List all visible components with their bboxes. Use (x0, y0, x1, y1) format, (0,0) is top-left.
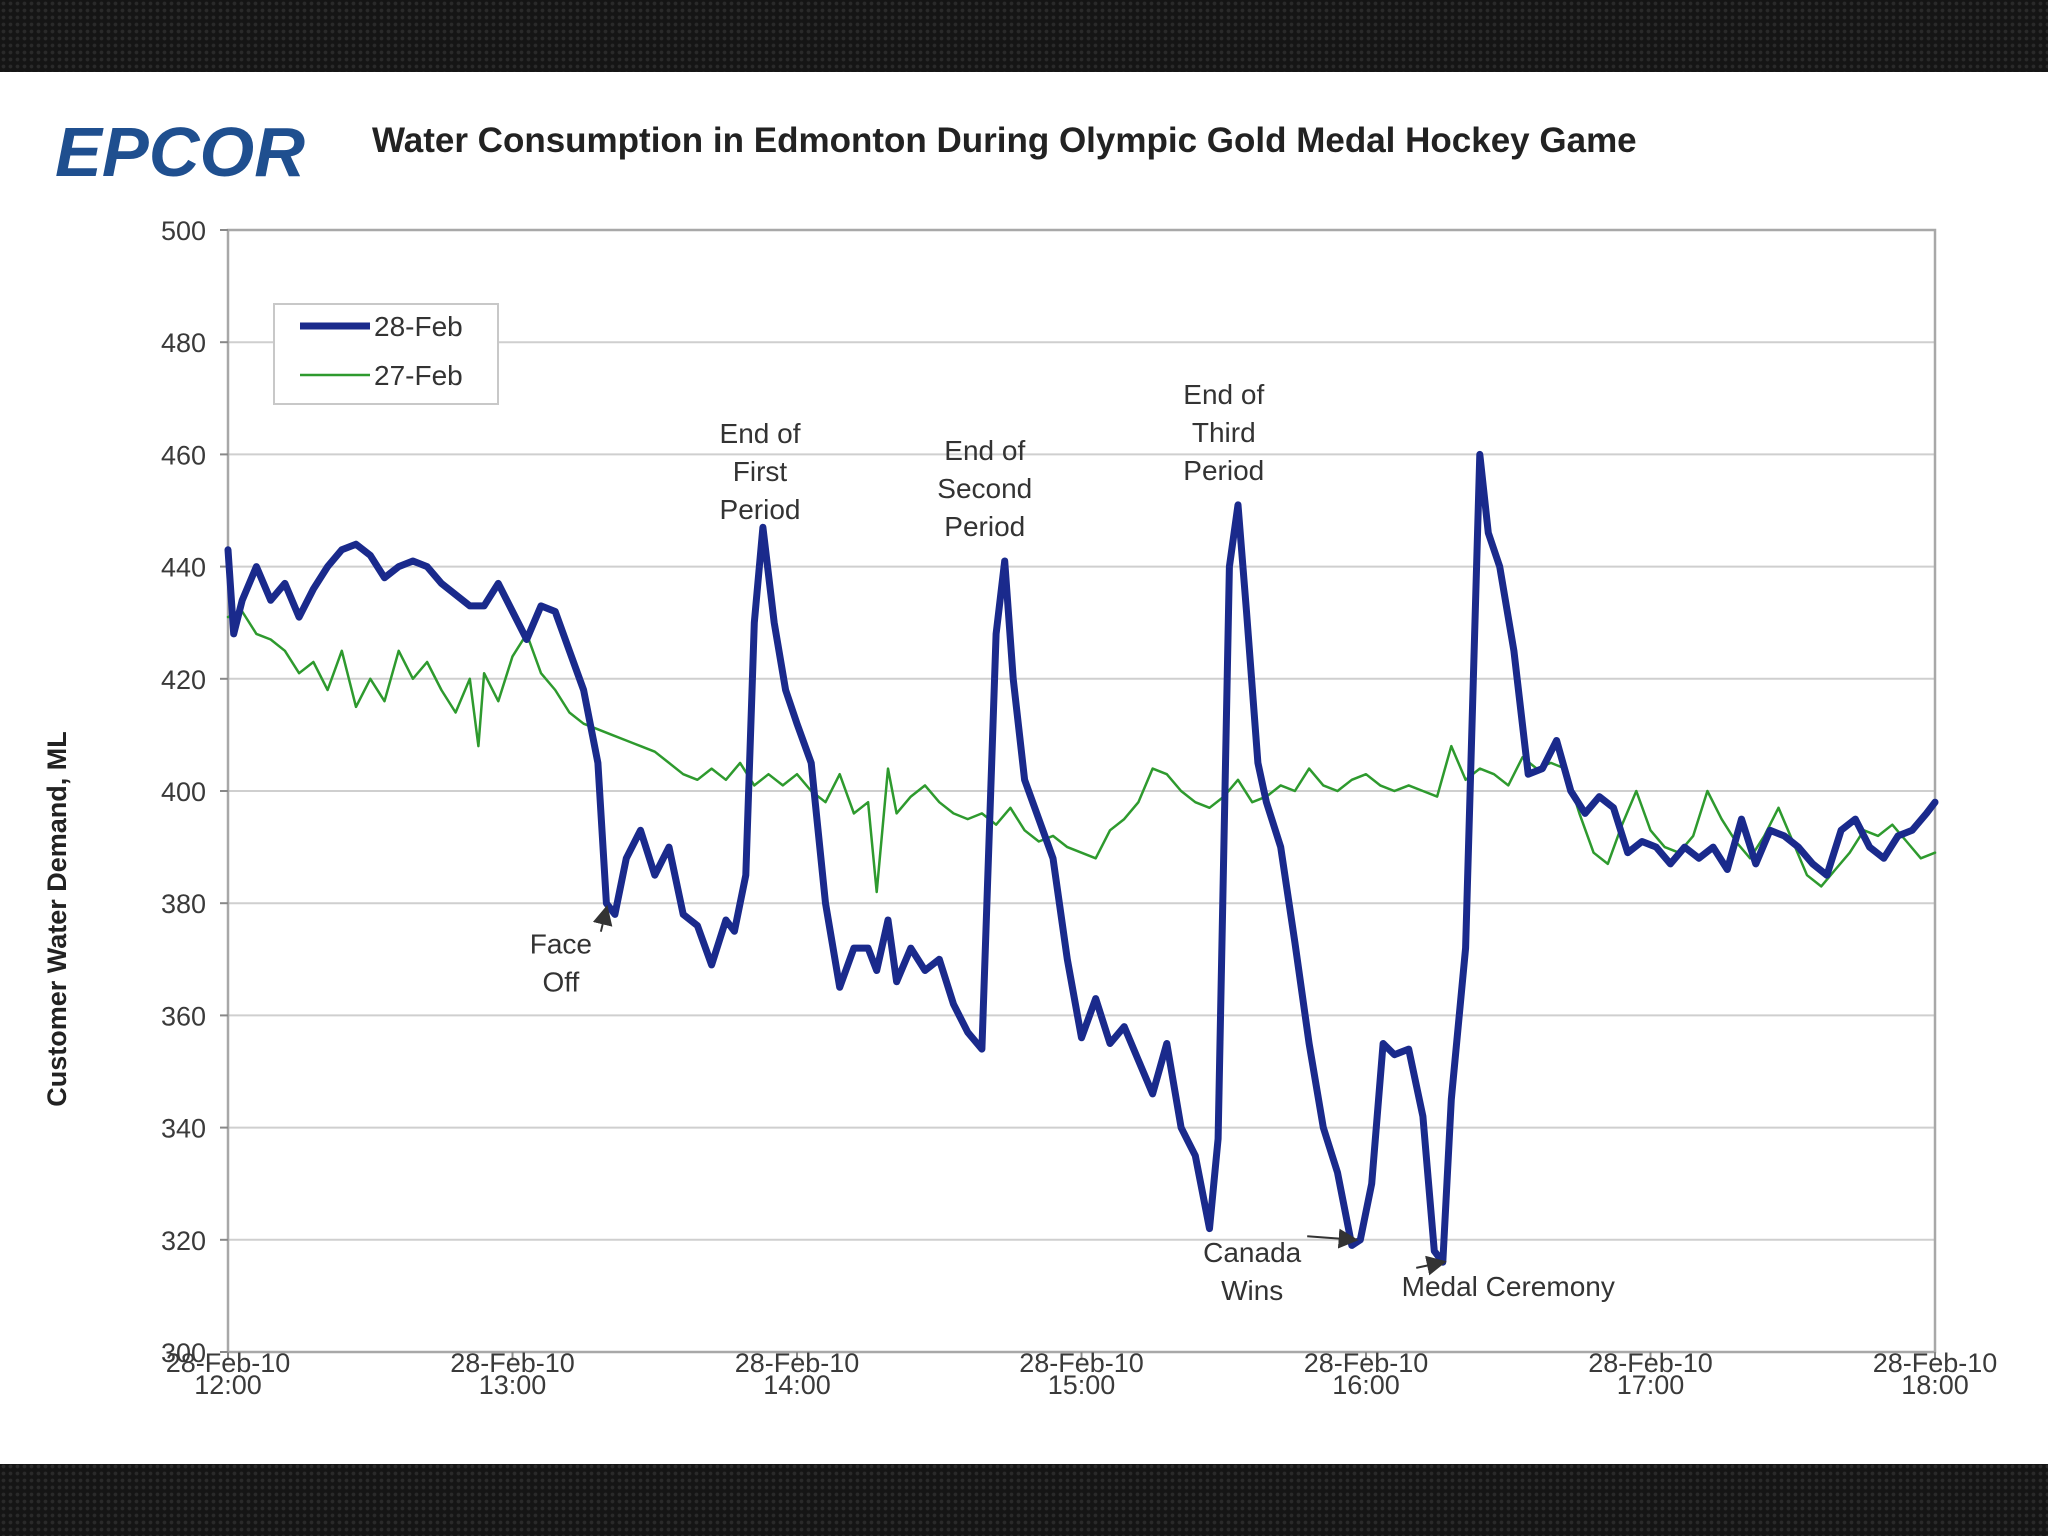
epcor-logo: EPCOR (55, 113, 305, 191)
x-tick-label-date-0: 28-Feb-10 (166, 1348, 291, 1378)
x-tick-label-time-3: 15:00 (1048, 1370, 1116, 1400)
y-tick-label-460: 460 (161, 440, 206, 470)
annotation-text-end-third-1: Third (1192, 417, 1256, 448)
x-tick-label-time-6: 18:00 (1901, 1370, 1969, 1400)
annotation-text-medal-ceremony-0: Medal Ceremony (1402, 1271, 1615, 1302)
annotation-text-end-third-0: End of (1183, 379, 1264, 410)
x-tick-label-time-4: 16:00 (1332, 1370, 1400, 1400)
y-tick-label-440: 440 (161, 553, 206, 583)
annotation-text-canada-wins-1: Wins (1221, 1275, 1283, 1306)
annotation-end-first: End of First Period (720, 418, 801, 525)
chart-title: Water Consumption in Edmonton During Oly… (372, 121, 1637, 160)
logo-text: EPCOR (55, 113, 305, 191)
legend: 28-Feb 27-Feb (273, 303, 499, 405)
x-axis-ticks: 28-Feb-1012:0028-Feb-1013:0028-Feb-1014:… (166, 1348, 1998, 1400)
x-tick-label-date-6: 28-Feb-10 (1873, 1348, 1998, 1378)
x-tick-label-time-5: 17:00 (1617, 1370, 1685, 1400)
annotation-end-second: End of Second Period (937, 435, 1032, 542)
annotation-text-end-second-0: End of (944, 435, 1025, 466)
annotations: Face Off End of First Period End of Second Peri… (530, 379, 1615, 1306)
annotation-text-end-second-2: Period (944, 511, 1025, 542)
series-line-28-feb (224, 450, 1939, 1266)
annotation-face-off: Face Off (530, 904, 613, 998)
series-layer (224, 450, 1939, 1266)
x-tick-label-time-0: 12:00 (194, 1370, 262, 1400)
y-tick-label-360: 360 (161, 1001, 206, 1031)
y-tick-label-500: 500 (161, 216, 206, 246)
x-tick-label-date-2: 28-Feb-10 (735, 1348, 860, 1378)
y-tick-label-380: 380 (161, 889, 206, 919)
y-tick-label-300: 300 (161, 1338, 206, 1368)
annotation-text-face-off-0: Face (530, 929, 592, 960)
y-tick-label-340: 340 (161, 1114, 206, 1144)
x-tick-label-date-5: 28-Feb-10 (1588, 1348, 1713, 1378)
annotation-text-end-second-1: Second (937, 473, 1032, 504)
y-axis-label: Customer Water Demand, ML (42, 731, 72, 1107)
y-tick-label-400: 400 (161, 777, 206, 807)
x-tick-label-date-4: 28-Feb-10 (1304, 1348, 1429, 1378)
y-axis-ticks: 300 320 340 360 380 400 420 440 460 480 500 (161, 216, 228, 1368)
y-tick-label-480: 480 (161, 328, 206, 358)
annotation-text-end-first-0: End of (720, 418, 801, 449)
annotation-arrow-canada-wins (1307, 1228, 1359, 1249)
y-tick-label-420: 420 (161, 665, 206, 695)
series-line-27-feb (226, 610, 1937, 894)
annotation-end-third: End of Third Period (1183, 379, 1264, 486)
annotation-arrow-face-off (592, 904, 613, 932)
chart: EPCOR Water Consumption in Edmonton Duri… (42, 113, 1998, 1400)
annotation-medal-ceremony: Medal Ceremony (1402, 1255, 1615, 1302)
x-tick-label-date-1: 28-Feb-10 (450, 1348, 575, 1378)
annotation-canada-wins: Canada Wins (1203, 1228, 1359, 1306)
annotation-arrow-medal-ceremony (1416, 1255, 1447, 1276)
annotation-text-end-first-1: First (733, 456, 788, 487)
x-tick-label-date-3: 28-Feb-10 (1019, 1348, 1144, 1378)
x-tick-label-time-1: 13:00 (479, 1370, 547, 1400)
slide-panel: EPCOR Water Consumption in Edmonton Duri… (0, 72, 2048, 1464)
annotation-text-canada-wins-0: Canada (1203, 1237, 1302, 1268)
annotation-text-end-third-2: Period (1183, 455, 1264, 486)
annotation-text-face-off-1: Off (542, 967, 579, 998)
y-tick-label-320: 320 (161, 1226, 206, 1256)
legend-box (273, 303, 499, 405)
legend-label-27-feb: 27-Feb (374, 360, 463, 391)
annotation-text-end-first-2: Period (720, 494, 801, 525)
x-tick-label-time-2: 14:00 (763, 1370, 831, 1400)
legend-label-28-feb: 28-Feb (374, 311, 463, 342)
